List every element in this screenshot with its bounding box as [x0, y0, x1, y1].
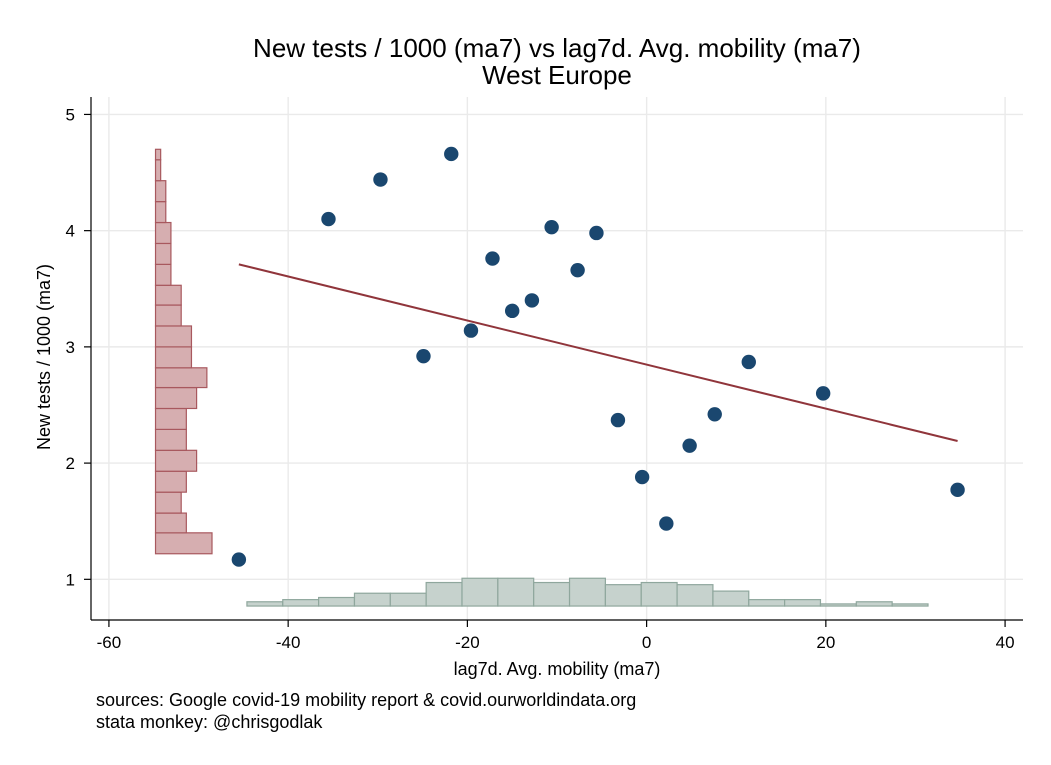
y-hist-bar: [154, 532, 213, 555]
y-tick-label: 4: [66, 222, 75, 241]
data-point: [463, 323, 479, 338]
x-hist-bar: [353, 592, 391, 607]
x-hist-bar: [712, 590, 750, 607]
x-hist-bar: [568, 577, 606, 607]
data-point: [444, 146, 459, 162]
y-hist-bar: [154, 263, 172, 286]
x-hist-bar: [604, 584, 642, 607]
fit-line: [238, 263, 958, 442]
x-tick-label: -20: [455, 633, 480, 652]
y-hist-bar: [154, 449, 198, 472]
y-histogram: [154, 148, 213, 555]
x-hist-bar: [784, 599, 822, 607]
x-tick-label: -60: [97, 633, 122, 652]
y-hist-bar: [154, 180, 167, 203]
data-point: [815, 386, 831, 401]
data-point: [373, 172, 388, 187]
credit-note: stata monkey: @chrisgodlak: [96, 712, 323, 732]
chart-subtitle: West Europe: [482, 60, 632, 90]
x-hist-bar: [461, 577, 499, 607]
y-tick-label: 5: [66, 105, 75, 124]
x-tick-label: -40: [276, 633, 301, 652]
data-point: [485, 251, 500, 266]
x-axis-label: lag7d. Avg. mobility (ma7): [454, 659, 661, 679]
y-hist-bar: [154, 407, 187, 430]
x-hist-bar: [676, 584, 714, 607]
data-point: [950, 482, 965, 498]
y-tick-label: 1: [66, 570, 75, 589]
x-hist-bar: [855, 601, 893, 607]
data-point: [321, 211, 336, 227]
y-hist-bar: [154, 201, 167, 224]
y-tick-label: 2: [66, 454, 75, 473]
x-tick-label: 20: [816, 633, 835, 652]
y-hist-bar: [154, 221, 172, 245]
data-point: [634, 469, 650, 485]
y-axis-label: New tests / 1000 (ma7): [34, 264, 54, 450]
data-point: [544, 219, 559, 235]
y-hist-bar: [154, 304, 182, 327]
data-point: [524, 293, 540, 308]
x-hist-bar: [891, 603, 929, 607]
y-hist-bar: [154, 325, 193, 348]
x-hist-bar: [389, 592, 427, 607]
x-hist-bar: [497, 577, 535, 607]
y-hist-bar: [154, 148, 162, 161]
y-hist-bar: [154, 386, 198, 410]
axes: -60 -40 -20 0 20 40 1 2 3 4 5: [66, 97, 1023, 652]
y-hist-bar: [154, 242, 172, 265]
data-point: [504, 303, 520, 319]
fit-line-group: [238, 263, 958, 442]
x-tick-label: 0: [642, 633, 651, 652]
y-hist-bar: [154, 346, 193, 369]
grid: [91, 97, 1023, 620]
data-point: [707, 407, 722, 422]
scatter-points: [231, 146, 965, 567]
x-tick-label: 40: [996, 633, 1015, 652]
x-hist-bar: [282, 599, 320, 607]
y-hist-bar: [154, 491, 182, 514]
data-point: [659, 516, 674, 531]
data-point: [741, 354, 756, 370]
x-hist-bar: [425, 581, 463, 607]
y-hist-bar: [154, 367, 208, 389]
data-point: [570, 262, 585, 278]
y-hist-bar: [154, 470, 187, 493]
y-hist-bar: [154, 428, 187, 451]
data-point: [416, 348, 431, 364]
sources-note: sources: Google covid-19 mobility report…: [96, 690, 637, 710]
data-point: [589, 225, 604, 241]
y-hist-bar: [154, 512, 187, 534]
x-hist-bar: [640, 581, 678, 607]
data-point: [682, 438, 697, 453]
x-hist-bar: [819, 603, 857, 607]
chart-title: New tests / 1000 (ma7) vs lag7d. Avg. mo…: [253, 33, 861, 63]
x-histogram: [246, 577, 929, 607]
y-hist-bar: [154, 159, 162, 182]
x-hist-bar: [318, 596, 356, 607]
data-point: [610, 412, 626, 428]
x-hist-bar: [533, 581, 571, 607]
x-hist-bar: [246, 601, 284, 607]
x-hist-bar: [748, 599, 786, 607]
y-hist-bar: [154, 284, 182, 306]
y-tick-label: 3: [66, 338, 75, 357]
data-point: [231, 552, 247, 567]
